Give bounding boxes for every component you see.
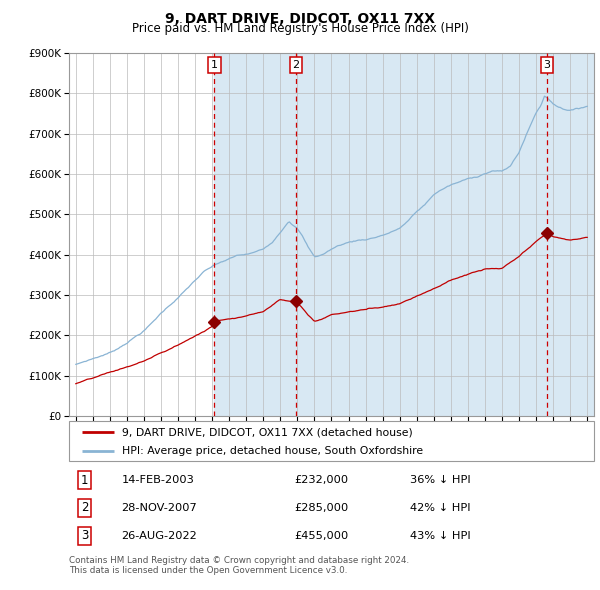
Bar (296, 53, 547, 416)
Text: 26-AUG-2022: 26-AUG-2022 (121, 531, 197, 541)
Text: 43% ↓ HPI: 43% ↓ HPI (410, 531, 471, 541)
Bar (214, 53, 296, 416)
Text: 2: 2 (292, 60, 299, 70)
FancyBboxPatch shape (69, 421, 594, 461)
Text: 28-NOV-2007: 28-NOV-2007 (121, 503, 197, 513)
Text: This data is licensed under the Open Government Licence v3.0.: This data is licensed under the Open Gov… (69, 566, 347, 575)
Text: 9, DART DRIVE, DIDCOT, OX11 7XX: 9, DART DRIVE, DIDCOT, OX11 7XX (165, 12, 435, 26)
Text: 2: 2 (81, 502, 89, 514)
Text: 42% ↓ HPI: 42% ↓ HPI (410, 503, 471, 513)
Bar (547, 53, 594, 416)
Text: 3: 3 (81, 529, 88, 542)
Text: 14-FEB-2003: 14-FEB-2003 (121, 475, 194, 485)
Text: Price paid vs. HM Land Registry's House Price Index (HPI): Price paid vs. HM Land Registry's House … (131, 22, 469, 35)
Text: 36% ↓ HPI: 36% ↓ HPI (410, 475, 471, 485)
Text: 9, DART DRIVE, DIDCOT, OX11 7XX (detached house): 9, DART DRIVE, DIDCOT, OX11 7XX (detache… (121, 427, 412, 437)
Text: £455,000: £455,000 (295, 531, 349, 541)
Text: 3: 3 (544, 60, 551, 70)
Text: £285,000: £285,000 (295, 503, 349, 513)
Text: Contains HM Land Registry data © Crown copyright and database right 2024.: Contains HM Land Registry data © Crown c… (69, 556, 409, 565)
Text: 1: 1 (211, 60, 218, 70)
Text: HPI: Average price, detached house, South Oxfordshire: HPI: Average price, detached house, Sout… (121, 445, 422, 455)
Text: £232,000: £232,000 (295, 475, 349, 485)
Text: 1: 1 (81, 474, 89, 487)
